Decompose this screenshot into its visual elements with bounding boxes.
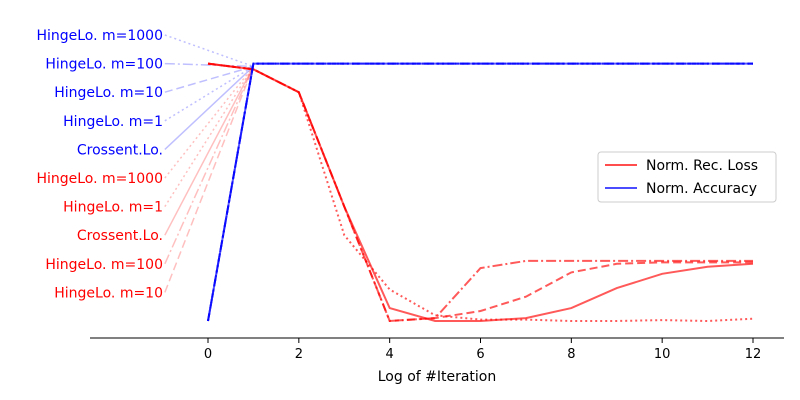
series-layer [207, 62, 754, 323]
method-label: HingeLo. m=1000 [36, 171, 163, 187]
x-axis-label: Log of #Iteration [378, 369, 497, 385]
label-connector [164, 66, 255, 265]
accuracy-series-dotted [207, 62, 753, 322]
x-tick-label: 6 [476, 347, 484, 362]
label-connector [164, 62, 254, 68]
method-label: HingeLo. m=1 [63, 114, 163, 130]
legend-label-loss: Norm. Rec. Loss [646, 158, 758, 174]
legend-box [597, 151, 777, 203]
method-label: HingeLo. m=1000 [36, 28, 163, 44]
method-label: HingeLo. m=1 [63, 200, 163, 216]
x-axis: 0 2 4 6 8 10 12 [90, 337, 784, 362]
label-connector [164, 65, 255, 179]
method-labels: HingeLo. m=1000 HingeLo. m=100 HingeLo. m=… [36, 28, 163, 301]
x-tick-label: 8 [567, 347, 575, 362]
x-tick-label: 10 [654, 347, 671, 362]
legend-label-accuracy: Norm. Accuracy [646, 181, 757, 197]
label-connector [164, 65, 254, 122]
method-label: Crossent.Lo. [77, 142, 163, 158]
label-connector [164, 66, 255, 293]
method-label: Crossent.Lo. [77, 228, 163, 244]
method-label: HingeLo. m=100 [45, 57, 163, 73]
loss-series-dotted [207, 62, 754, 323]
label-connector [164, 65, 254, 150]
x-tick-label: 0 [204, 347, 212, 362]
method-label: HingeLo. m=10 [54, 285, 163, 301]
legend: Norm. Rec. Loss Norm. Accuracy [597, 151, 777, 203]
label-connector-lines [164, 34, 255, 293]
label-connector [164, 66, 255, 236]
method-label: HingeLo. m=10 [54, 85, 163, 101]
method-label: HingeLo. m=100 [45, 257, 163, 273]
x-tick-label: 2 [295, 347, 303, 362]
x-tick-label: 12 [745, 347, 762, 362]
x-tick-label: 4 [386, 347, 394, 362]
label-connector [164, 34, 254, 68]
label-connector [164, 65, 254, 93]
